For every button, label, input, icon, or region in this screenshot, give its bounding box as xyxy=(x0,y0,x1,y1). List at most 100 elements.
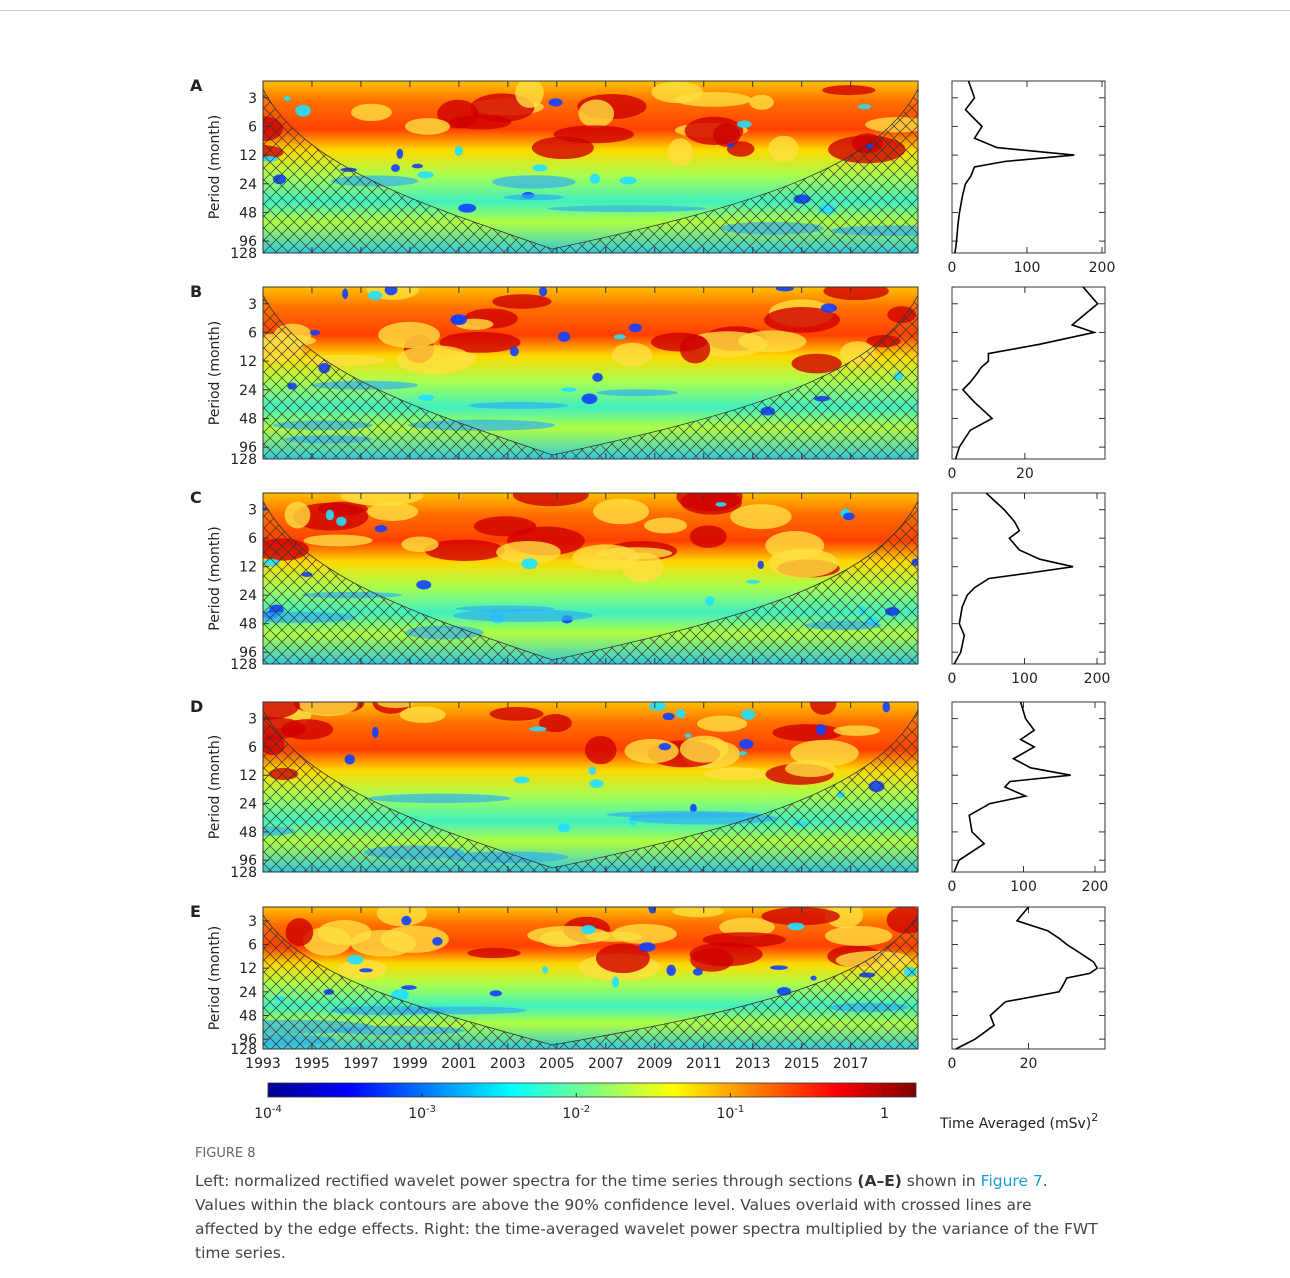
y-tick-label: 48 xyxy=(239,411,257,427)
power-blob xyxy=(401,915,412,926)
power-blob xyxy=(697,715,748,732)
power-blob xyxy=(672,907,725,918)
power-blob xyxy=(299,702,358,717)
power-blob xyxy=(719,917,775,937)
caption-text: Left: normalized rectified wavelet power… xyxy=(195,1172,1098,1262)
y-tick-label: 3 xyxy=(248,91,257,107)
power-blob xyxy=(775,287,794,292)
power-blob xyxy=(451,315,465,325)
colorbar-tick-label: 1 xyxy=(880,1106,889,1122)
power-blob xyxy=(367,290,383,301)
power-blob xyxy=(347,954,364,965)
y-tick-label: 12 xyxy=(239,961,257,977)
power-blob xyxy=(492,294,552,309)
y-tick-label: 96 xyxy=(239,440,257,456)
power-blob xyxy=(592,372,603,382)
power-blob xyxy=(833,725,880,736)
y-tick-label: 24 xyxy=(239,383,257,399)
x-tick-label: 2007 xyxy=(588,1056,624,1072)
y-tick-label: 6 xyxy=(248,740,257,756)
cone-of-influence xyxy=(263,914,918,1049)
y-tick-label: 48 xyxy=(239,205,257,221)
power-blob xyxy=(593,498,650,525)
power-blob xyxy=(285,918,314,947)
power-blob xyxy=(825,925,893,946)
power-blob xyxy=(350,103,392,122)
y-tick-label: 128 xyxy=(230,452,257,468)
caption: FIGURE 8 Left: normalized rectified wave… xyxy=(195,1146,1100,1265)
power-blob xyxy=(823,287,889,301)
y-tick-label: 24 xyxy=(239,177,257,193)
cone-of-influence xyxy=(263,709,918,872)
x-tick-label: 100 xyxy=(1010,879,1037,895)
x-tick-label: 1999 xyxy=(392,1056,428,1072)
power-blob xyxy=(450,114,512,130)
y-tick-label: 48 xyxy=(239,617,257,633)
plot-frame xyxy=(951,80,1106,254)
x-tick-label: 2005 xyxy=(539,1056,575,1072)
y-tick-label: 12 xyxy=(239,148,257,164)
cone-of-influence xyxy=(263,294,918,459)
power-blob xyxy=(513,776,530,784)
power-blob xyxy=(391,989,409,1001)
power-blob xyxy=(737,120,752,128)
power-blob xyxy=(538,714,572,733)
power-blob xyxy=(284,501,311,529)
power-blob xyxy=(648,907,657,914)
power-blob xyxy=(342,288,349,300)
y-tick-label: 128 xyxy=(230,246,257,262)
x-tick-label: 200 xyxy=(1082,879,1109,895)
caption-label: FIGURE 8 xyxy=(195,1146,256,1161)
power-blob xyxy=(374,525,388,533)
power-blob xyxy=(527,926,610,945)
power-blob xyxy=(467,947,521,959)
power-blob xyxy=(399,706,446,723)
power-blob xyxy=(822,85,876,96)
power-blob xyxy=(679,735,729,763)
power-blob xyxy=(547,205,707,212)
power-blob xyxy=(418,394,435,401)
power-blob xyxy=(715,502,727,507)
x-tick-label: 100 xyxy=(1014,260,1041,276)
colorbar-tick-label: 10-3 xyxy=(408,1104,436,1122)
cone-of-influence xyxy=(263,500,918,664)
power-blob xyxy=(384,287,398,296)
power-blob xyxy=(539,287,548,297)
power-blob xyxy=(684,116,744,145)
power-blob xyxy=(512,493,589,507)
x-tick-label: 1995 xyxy=(294,1056,330,1072)
y-tick-label: 3 xyxy=(248,914,257,930)
power-blob xyxy=(746,579,760,584)
power-blob xyxy=(295,104,311,117)
plot-frame xyxy=(951,906,1106,1050)
power-blob xyxy=(376,907,427,927)
power-blob xyxy=(468,401,568,409)
power-line xyxy=(953,701,1071,873)
power-blob xyxy=(553,125,634,144)
power-blob xyxy=(572,544,640,571)
colorbar-tick-sup: -1 xyxy=(734,1104,744,1115)
power-blob xyxy=(638,942,656,952)
power-line xyxy=(953,492,1074,665)
power-blob xyxy=(692,968,703,976)
power-blob xyxy=(611,976,620,988)
plot-frame xyxy=(262,286,919,460)
y-tick-label: 24 xyxy=(239,797,257,813)
power-blob xyxy=(611,342,653,367)
power-blob xyxy=(454,145,463,156)
x-tick-label: 0 xyxy=(948,1056,957,1072)
power-blob xyxy=(503,194,564,201)
caption-link[interactable]: Figure 7 xyxy=(980,1172,1043,1190)
power-blob xyxy=(492,175,576,189)
power-blob xyxy=(548,98,563,107)
power-blob xyxy=(613,334,626,340)
power-blob xyxy=(581,393,598,405)
power-blob xyxy=(452,609,594,622)
power-blob xyxy=(390,164,400,172)
power-blob xyxy=(667,138,693,167)
power-blob xyxy=(439,331,521,353)
caption-part: Left: normalized rectified wavelet power… xyxy=(195,1172,858,1190)
power-blob xyxy=(768,135,799,163)
power-blob xyxy=(679,335,711,364)
y-tick-label: 48 xyxy=(239,825,257,841)
